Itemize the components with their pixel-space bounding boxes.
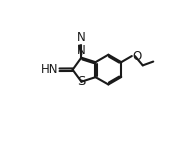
Text: O: O: [133, 49, 142, 62]
Text: HN: HN: [41, 63, 59, 76]
Text: N: N: [77, 31, 86, 44]
Text: S: S: [77, 75, 86, 88]
Text: N: N: [77, 44, 85, 57]
